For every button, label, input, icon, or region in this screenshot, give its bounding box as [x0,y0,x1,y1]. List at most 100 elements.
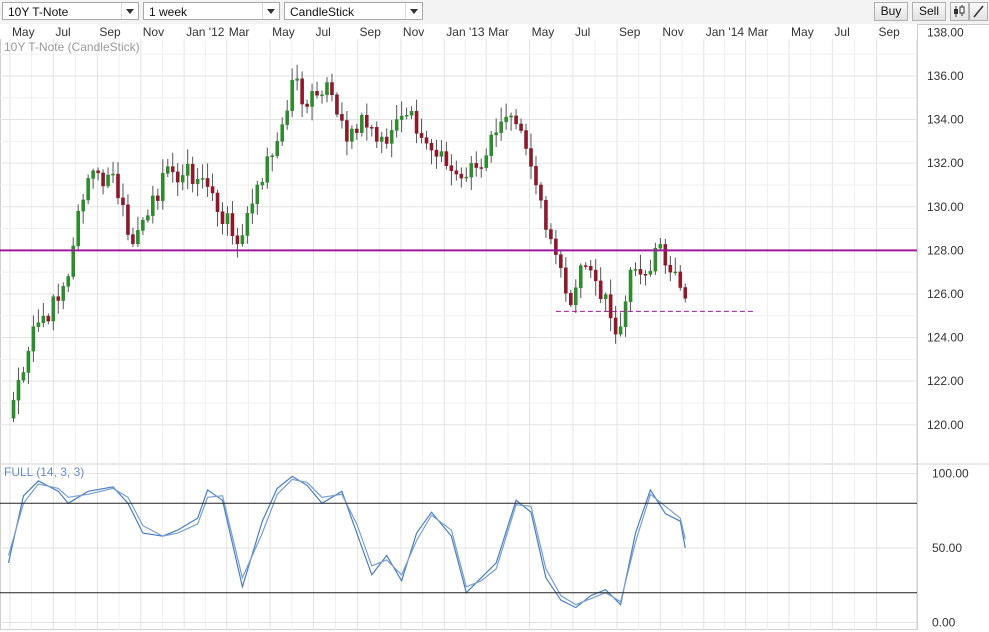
candle-body [81,199,85,212]
stochastic-series [7,475,686,609]
candle-body [165,166,170,174]
candle-body [643,274,648,276]
candle-body [320,94,324,97]
candle-body [106,174,110,187]
x-axis: May Jul Sep Nov Jan '12 Mar May Jul Sep Nov Jan '1… [0,24,917,39]
candle-body [633,269,638,271]
x-tick-label: May [12,25,35,39]
candle-body [146,215,150,221]
y-tick-label: 122.00 [927,374,964,388]
candle-body [86,178,90,201]
candle-body [384,136,389,144]
price-chart[interactable]: May Jul Sep Nov Jan '12 Mar May Jul Sep Nov Jan '1… [0,24,989,632]
candle-body [459,173,464,179]
y-tick-label: 126.00 [927,287,964,301]
sell-button[interactable]: Sell [912,2,946,21]
x-tick-label: Sep [878,25,900,39]
candle-body [61,286,66,301]
y-tick-label: 120.00 [927,418,964,432]
x-tick-label: Mar [748,25,769,39]
candle-body [394,119,399,131]
candle-body [424,137,429,144]
candle-body [504,116,508,123]
candle-body [330,82,334,95]
chart-style-value: CandleStick [290,5,355,19]
candle-body [588,265,593,271]
x-tick-label: Sep [619,25,641,39]
period-value: 1 week [149,5,188,19]
candle-body [270,155,275,158]
candle-body [365,114,369,128]
candle-body [230,213,235,237]
chevron-down-icon [262,3,279,19]
candle-body [419,133,424,138]
candle-body [255,184,260,204]
candle-body [469,163,474,178]
candle-body [295,78,299,81]
x-tick-label: Sep [99,25,121,39]
candle-body [404,114,409,117]
x-tick-label: May [791,25,814,39]
candle-body [608,294,613,319]
stoch-tick-label: 50.00 [932,541,962,555]
candle-body [126,204,130,235]
candle-body [509,115,513,118]
candle-body [369,127,374,129]
candle-body [583,265,588,267]
y-tick-label: 124.00 [927,331,964,345]
stoch-tick-label: 0.00 [932,616,956,630]
candle-body [399,115,404,120]
candle-body [26,350,31,373]
instrument-value: 10Y T-Note [8,5,69,19]
chevron-down-icon [405,3,422,19]
candle-body [414,111,419,134]
candle-body [180,175,185,183]
candle-body [658,244,663,249]
x-tick-label: Jan '13 [446,25,485,39]
x-tick-label: Nov [662,25,683,39]
candle-body [275,141,280,157]
candle-body [36,322,41,327]
candle-body [374,127,379,142]
candle-body [185,163,190,176]
candle-body [554,238,558,255]
candlestick-series [11,64,688,423]
chevron-down-icon [121,3,138,19]
candle-body [285,110,289,125]
candle-body [474,163,479,168]
candle-body [514,115,518,125]
candle-body [593,269,598,282]
candle-body [76,210,80,247]
x-tick-label: Jul [55,25,70,39]
candle-body [121,197,125,206]
candle-body [449,165,454,171]
stoch-tick-label: 100.00 [932,466,969,480]
candle-body [96,170,100,174]
chart-style-select[interactable]: CandleStick [284,2,423,20]
x-tick-label: Jan '14 [706,25,745,39]
candle-body [16,379,21,401]
candle-body [559,254,563,269]
y-tick-label: 130.00 [927,200,964,214]
x-tick-label: Jan '12 [186,25,225,39]
candlestick-type-button[interactable] [950,2,969,21]
toolbar: 10Y T-Note 1 week CandleStick Buy Sell [0,0,989,25]
candle-body [190,163,195,184]
candle-body [444,151,449,166]
candle-body [205,178,210,187]
candle-body [41,315,46,324]
candle-body [195,179,200,184]
stoch-line [7,478,686,606]
draw-line-button[interactable] [969,2,988,21]
x-tick-label: Jul [834,25,849,39]
candle-body [484,155,489,168]
candle-body [225,213,230,224]
candle-body [564,267,568,294]
candle-body [529,148,533,167]
buy-button[interactable]: Buy [874,2,908,21]
candle-body [235,235,240,245]
period-select[interactable]: 1 week [143,2,280,20]
candle-body [260,182,265,186]
candle-body [434,149,439,157]
instrument-select[interactable]: 10Y T-Note [2,2,139,20]
